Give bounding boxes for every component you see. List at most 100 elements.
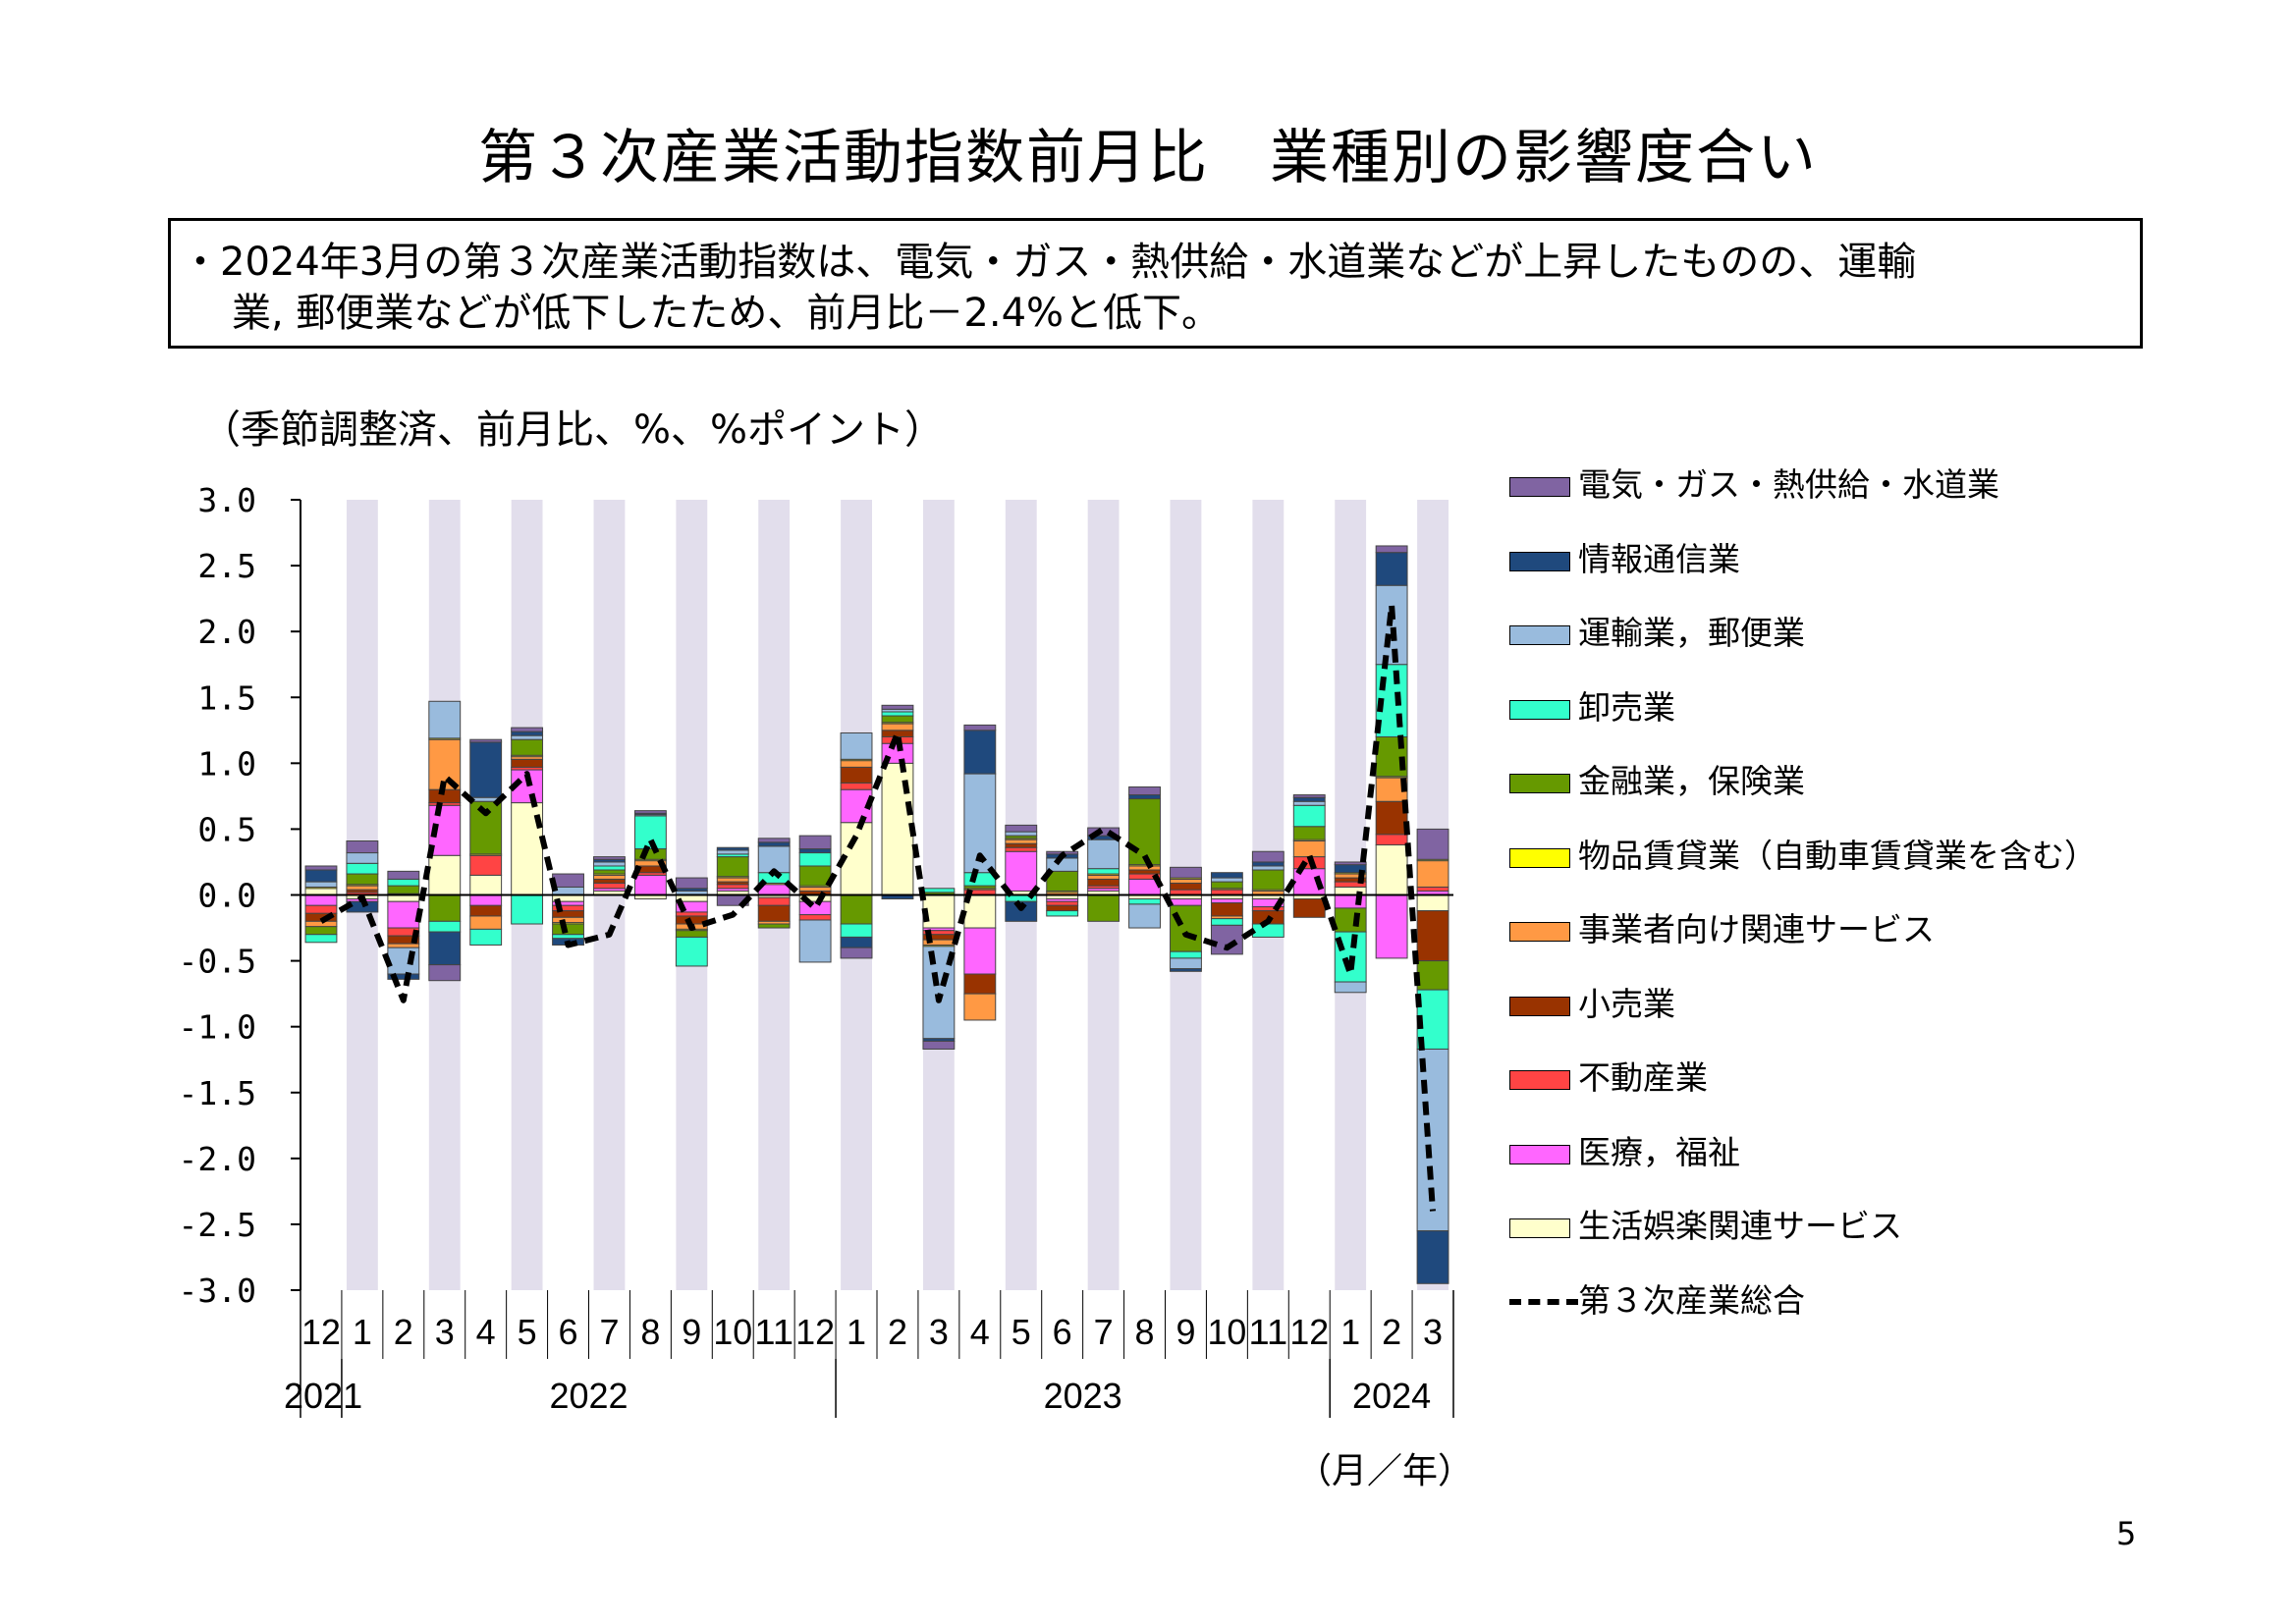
bar-segment [304,865,338,871]
x-tick-label: 4 [970,1312,990,1352]
legend-label: 運輸業，郵便業 [1578,614,1805,652]
bar-segment [1334,907,1367,933]
y-tick-label: 0.5 [197,810,256,848]
bar-segment [963,993,997,1021]
bar-segment [1046,910,1079,917]
x-tick-label: 12 [301,1312,341,1352]
bar-segment [1375,800,1408,836]
bar-segment [1128,869,1161,875]
summary-box: ・2024年3月の第３次産業活動指数は、電気・ガス・熱供給・水道業などが上昇した… [168,218,2143,349]
bar-segment [304,920,338,928]
bar-segment [1087,878,1121,887]
bar-segment [593,861,626,867]
x-tick-label: 9 [1175,1312,1195,1352]
bar-segment [428,931,462,966]
bar-segment [593,856,626,860]
bar-segment [1251,861,1285,867]
bar-segment [1210,881,1243,890]
bar-segment [552,873,584,888]
bar-segment [1334,981,1367,994]
summary-line-1: ・2024年3月の第３次産業活動指数は、電気・ガス・熱供給・水道業などが上昇した… [181,240,1917,285]
bar-segment [387,943,420,948]
x-tick-label: 11 [1248,1312,1287,1352]
bar-segment [1210,877,1243,883]
year-label: 2022 [549,1376,628,1416]
bar-segment [346,862,379,875]
bar-segment [469,928,503,946]
bar-segment [428,738,462,790]
bar-segment [593,878,626,884]
y-tick-label: 3.0 [197,481,256,519]
bar-segment [428,964,462,982]
bar-segment [304,926,338,936]
bar-segment [552,916,584,924]
bar-segment [881,723,914,731]
bar-segment [798,900,832,916]
bar-segment [840,936,873,948]
legend-swatch [1509,1298,1578,1305]
bar-segment [963,927,997,975]
bar-segment [1128,794,1161,800]
bar-segment [1416,828,1449,860]
year-label: 2023 [1044,1376,1122,1416]
bar-segment [798,852,832,867]
legend-swatch [1509,847,1570,868]
bar-segment [1375,834,1408,846]
legend-swatch [1509,774,1570,793]
total-index-line [319,602,1436,1212]
bar-segment [798,835,832,850]
y-tick-label: -3.0 [179,1272,256,1310]
bar-segment [1416,860,1449,888]
summary-line-2: 業, 郵便業などが低下したため、前月比－2.4%と低下。 [232,291,1222,336]
bar-segment [511,894,544,925]
bar-segment [469,894,503,906]
bar-segment [881,711,914,717]
x-tick-label: 12 [795,1312,835,1352]
bar-segment [1087,894,1121,922]
bar-segment [1375,894,1408,959]
bar-segment [1416,960,1449,991]
bar-segment [346,839,379,854]
bar-segment [346,852,379,864]
legend-swatch [1509,1070,1570,1090]
bar-segment [922,1040,956,1050]
y-tick-label: 2.0 [197,613,256,651]
x-tick-label: 6 [1053,1312,1072,1352]
bar-segment [1005,850,1038,892]
bar-segment [963,973,997,995]
legend-label: 不動産業 [1578,1058,1708,1097]
bar-segment [387,894,420,902]
bar-segment [469,915,503,930]
bar-segment [387,900,420,929]
bar-segment [1292,796,1326,802]
bar-segment [798,886,832,892]
y-tick-label: 2.5 [197,547,256,585]
bar-segment [1005,831,1038,837]
bar-segment [963,724,997,731]
bar-segment [716,877,749,883]
bar-segment [1128,903,1161,929]
legend-label: 卸売業 [1578,687,1675,727]
y-tick-label: -2.5 [179,1206,256,1244]
x-tick-label: 1 [353,1312,372,1352]
bar-segment [1334,861,1367,866]
x-tick-label: 1 [847,1312,866,1352]
bar-segment [1251,865,1285,871]
y-tick-label: 1.5 [197,678,256,717]
bar-segment [1170,878,1202,884]
bar-segment [963,730,997,775]
x-tick-label: 10 [1207,1312,1246,1352]
bar-segment [1128,865,1161,871]
bar-segment [840,947,873,959]
bar-segment [428,854,462,895]
y-tick-label: 0.0 [197,877,256,915]
bar-segment [1005,900,1038,922]
bar-segment [798,919,832,963]
bar-segment [1375,545,1408,554]
bar-segment [593,874,626,880]
legend-label: 生活娯楽関連サービス [1578,1207,1902,1245]
legend-label: 物品賃貸業（自動車賃貸業を含む） [1578,836,2097,875]
x-tick-label: 10 [713,1312,752,1352]
bar-segment [1210,872,1243,879]
bar-segment [633,810,667,814]
